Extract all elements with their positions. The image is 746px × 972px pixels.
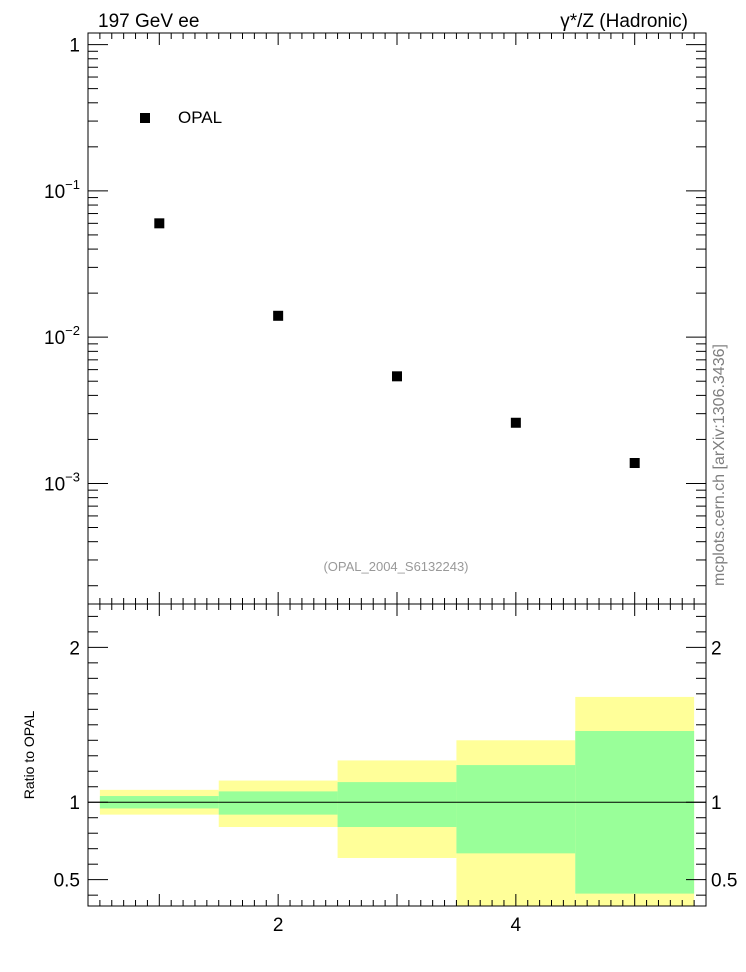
band-inner: [575, 730, 695, 894]
ratio-y-tick-label-left: 0.5: [54, 871, 80, 892]
x-tick-label: 4: [511, 915, 522, 936]
ratio-axis-label: Ratio to OPAL: [21, 711, 37, 800]
side-watermark-label: mcplots.cern.ch [arXiv:1306.3436]: [711, 344, 728, 586]
band-inner: [337, 782, 457, 828]
ratio-y-tick-label-right: 1: [711, 793, 722, 814]
ratio-y-tick-label-left: 1: [69, 793, 80, 814]
analysis-tag-label: (OPAL_2004_S6132243): [323, 559, 468, 574]
header-left-label: 197 GeV ee: [98, 11, 199, 32]
legend-label: OPAL: [178, 108, 222, 127]
main-panel: 1 10−1 10−2 10−3 OPAL: [44, 32, 707, 605]
x-tick-label: 2: [273, 915, 284, 936]
data-point: [273, 310, 284, 321]
ratio-y-tick-label-left: 2: [69, 638, 80, 659]
y-tick-label: 1: [69, 36, 80, 57]
ratio-panel: 0.5 0.5 1 1 2 2 2 4: [54, 603, 737, 936]
data-point: [629, 458, 640, 469]
y-tick-label: 10−2: [44, 323, 80, 349]
legend-marker: [140, 113, 150, 123]
ratio-y-tick-label-right: 0.5: [711, 871, 737, 892]
band-inner: [456, 765, 576, 854]
ratio-y-tick-label-right: 2: [711, 638, 722, 659]
band-inner: [218, 791, 338, 815]
data-point: [510, 417, 521, 428]
header-right-label: γ*/Z (Hadronic): [560, 11, 688, 32]
data-point: [154, 218, 165, 229]
y-tick-label: 10−1: [44, 177, 80, 203]
data-point: [392, 371, 402, 382]
y-tick-label: 10−3: [44, 469, 80, 495]
